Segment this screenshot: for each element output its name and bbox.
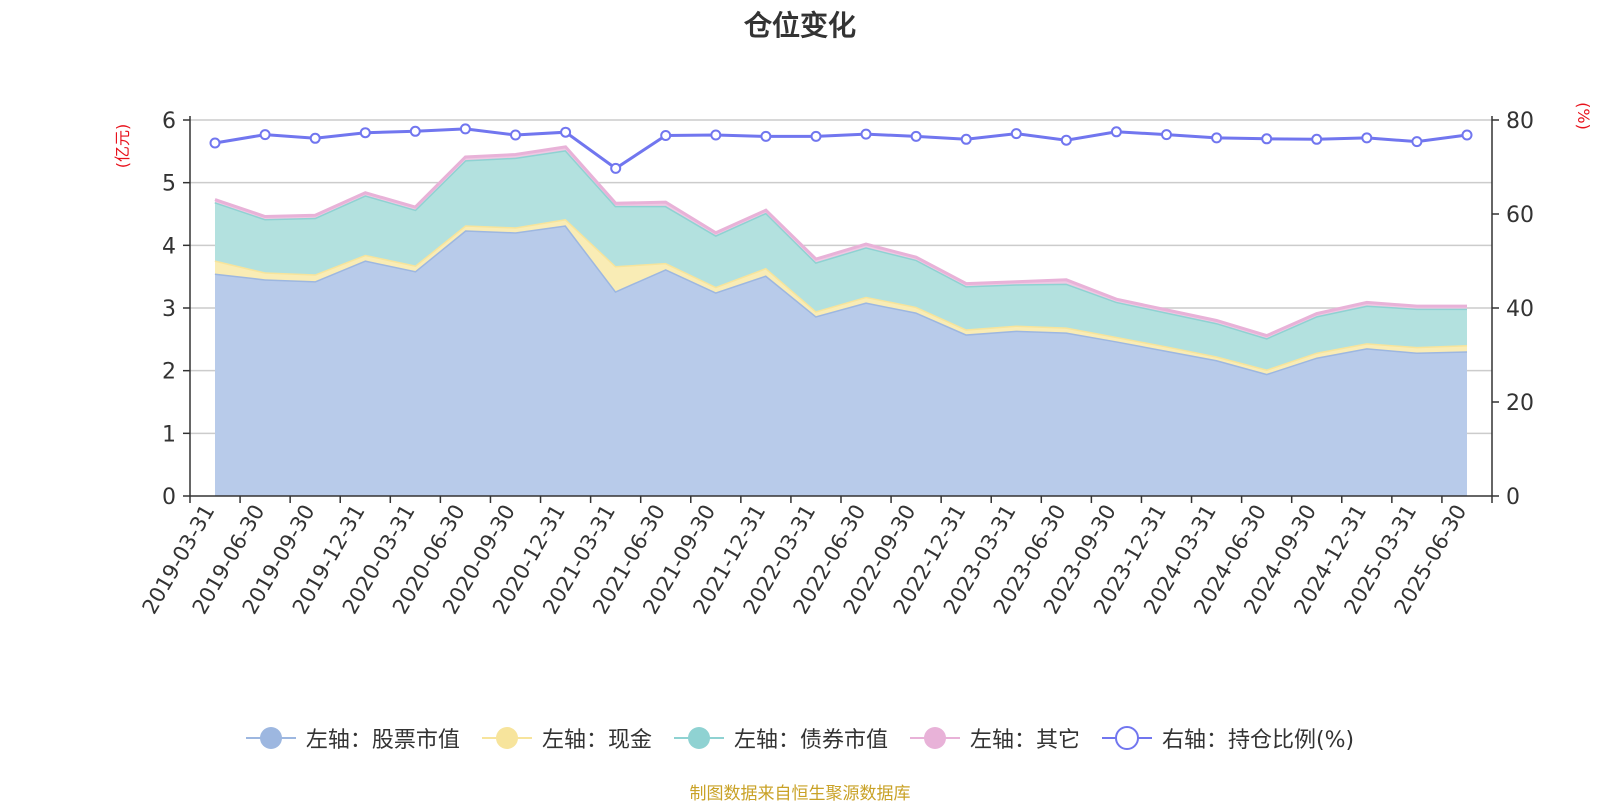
ratio-line-series [209, 123, 1473, 174]
ratio-line [214, 127, 1468, 171]
legend-label-bond: 左轴：债券市值 [733, 728, 888, 753]
legend-label-ratio: 右轴：持仓比例(%) [1161, 728, 1355, 753]
ratio-point [510, 129, 521, 141]
ratio-point [1461, 129, 1473, 141]
ratio-point [1110, 126, 1122, 138]
legend: 左轴：股票市值 左轴：现金 左轴：债券市值 左轴：其它 右轴：持仓比例(%) [0, 722, 1600, 754]
legend-item-ratio[interactable]: 右轴：持仓比例(%) [1101, 722, 1355, 754]
area-series-line-3 [214, 145, 1467, 338]
ratio-point [1311, 133, 1323, 145]
ratio-point [1361, 132, 1373, 144]
ratio-point [359, 127, 371, 139]
legend-marker-cash-icon [481, 727, 532, 749]
legend-marker-ratio-icon [1101, 726, 1152, 750]
ratio-point [860, 128, 872, 140]
ratio-point [1261, 133, 1273, 145]
ratio-point [1161, 129, 1172, 141]
left-tick-label: 4 [162, 234, 176, 259]
left-axis-label: (亿元) [113, 124, 132, 169]
legend-marker-other-icon [909, 727, 960, 749]
chart-title: 仓位变化 [743, 9, 856, 42]
legend-item-cash[interactable]: 左轴：现金 [481, 722, 652, 754]
area-series-2 [215, 150, 1467, 370]
legend-label-stock: 左轴：股票市值 [305, 728, 460, 753]
legend-item-bond[interactable]: 左轴：债券市值 [673, 722, 888, 754]
area-series-0 [215, 225, 1467, 497]
ratio-point [610, 162, 622, 174]
ratio-point [1010, 128, 1022, 140]
legend-marker-bond-icon [673, 727, 724, 749]
ratio-point [960, 133, 972, 145]
ratio-point [259, 129, 271, 141]
ratio-point [309, 132, 321, 144]
area-series [214, 145, 1468, 497]
ratio-point [1411, 136, 1423, 148]
left-tick-label: 2 [162, 360, 176, 385]
ratio-point [910, 130, 922, 142]
legend-marker-stock-icon [245, 727, 296, 749]
ratio-point [459, 123, 471, 135]
ratio-point [1060, 134, 1072, 146]
legend-label-other: 左轴：其它 [969, 728, 1080, 753]
right-tick-label: 40 [1506, 297, 1534, 322]
ratio-point [409, 125, 421, 137]
ratio-point [810, 130, 822, 142]
right-tick-label: 80 [1506, 109, 1534, 134]
right-axis-label: (%) [1574, 102, 1593, 130]
left-tick-label: 3 [162, 297, 176, 322]
right-tick-label: 20 [1506, 391, 1534, 416]
legend-item-stock[interactable]: 左轴：股票市值 [245, 722, 460, 754]
ratio-point [760, 130, 772, 142]
legend-label-cash: 左轴：现金 [541, 728, 652, 753]
ratio-point [660, 130, 672, 141]
data-source-note: 制图数据来自恒生聚源数据库 [689, 784, 911, 804]
ratio-point [1211, 132, 1223, 144]
left-tick-label: 1 [162, 422, 176, 447]
ratio-point [710, 129, 722, 141]
ratio-point [209, 137, 221, 149]
legend-item-other[interactable]: 左轴：其它 [909, 722, 1080, 754]
left-tick-label: 0 [162, 485, 176, 510]
right-tick-label: 0 [1506, 485, 1520, 510]
ratio-point [560, 126, 572, 138]
left-tick-label: 6 [162, 109, 176, 134]
right-tick-label: 60 [1506, 203, 1534, 228]
left-tick-label: 5 [162, 172, 176, 197]
